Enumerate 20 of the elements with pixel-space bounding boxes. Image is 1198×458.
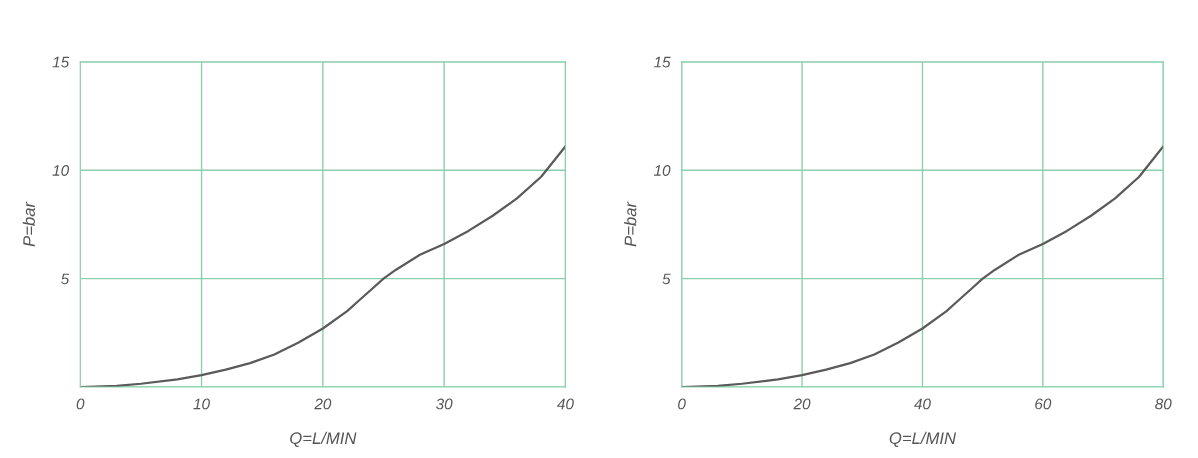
x-tick-label: 20 <box>793 398 811 410</box>
y-axis-title: P=bar <box>624 201 637 247</box>
y-tick-label: 15 <box>52 56 70 68</box>
y-tick-label: 5 <box>662 273 671 285</box>
x-tick-label: 40 <box>557 398 574 410</box>
y-axis-title: P=bar <box>22 201 35 247</box>
y-tick-label: 5 <box>61 273 70 285</box>
x-tick-label: 80 <box>1155 398 1172 410</box>
x-tick-label: 0 <box>76 398 85 410</box>
y-tick-label: 10 <box>52 165 70 176</box>
x-axis-title: Q=L/MIN <box>290 431 357 448</box>
x-tick-label: 10 <box>193 398 210 410</box>
x-tick-label: 40 <box>914 398 931 410</box>
x-tick-label: 20 <box>314 398 332 410</box>
y-tick-label: 10 <box>653 165 671 176</box>
x-tick-label: 0 <box>678 398 686 410</box>
x-axis-title: Q=L/MIN <box>889 431 957 448</box>
y-tick-label: 15 <box>653 56 671 68</box>
x-tick-label: 60 <box>1035 398 1052 410</box>
x-tick-label: 30 <box>436 398 453 410</box>
